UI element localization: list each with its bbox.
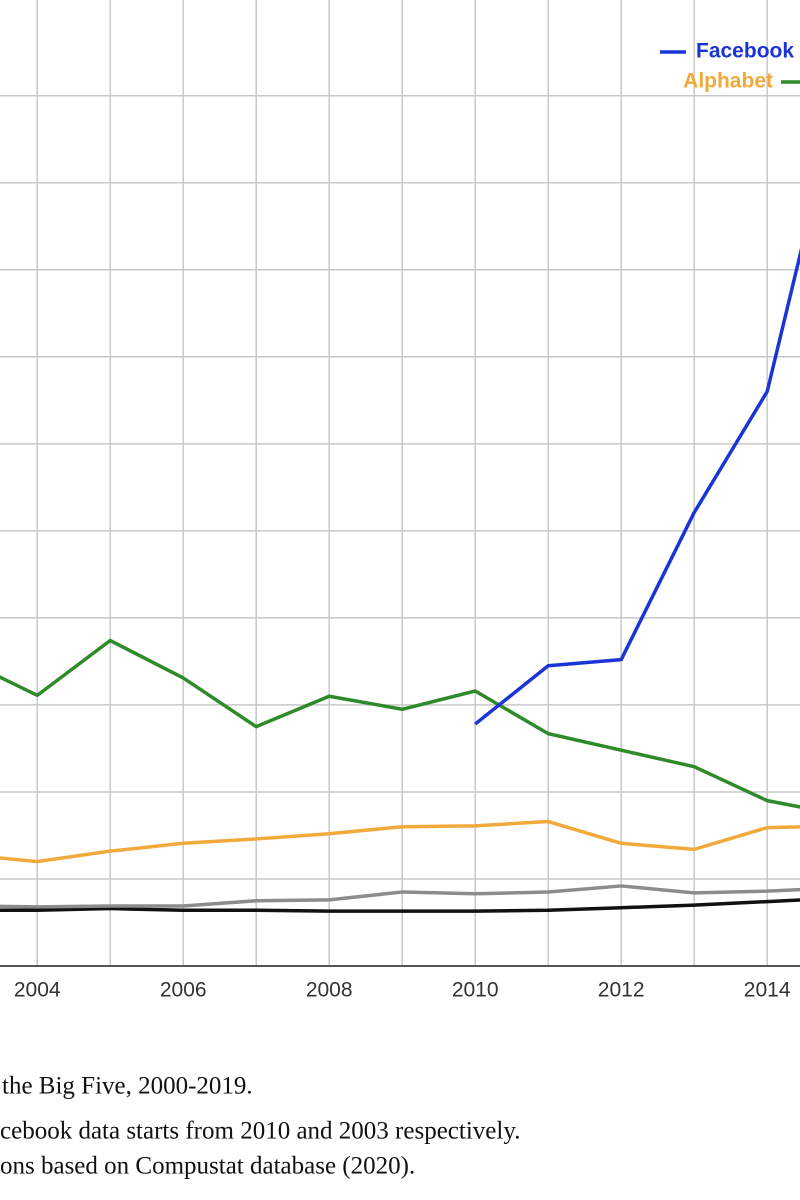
x-tick-label: 2012 bbox=[598, 979, 645, 1002]
legend-label: Alphabet bbox=[683, 70, 773, 93]
series-line bbox=[474, 247, 800, 726]
caption-line: the Big Five, 2000-2019. bbox=[2, 1073, 253, 1100]
series-line bbox=[0, 638, 800, 809]
caption-line: cebook data starts from 2010 and 2003 re… bbox=[0, 1118, 520, 1145]
x-tick-label: 2004 bbox=[14, 979, 61, 1002]
x-tick-label: 2014 bbox=[744, 979, 791, 1002]
caption-line: ons based on Compustat database (2020). bbox=[0, 1153, 415, 1180]
x-tick-label: 2008 bbox=[306, 979, 353, 1002]
legend-label: Facebook bbox=[696, 40, 794, 63]
x-tick-label: 2010 bbox=[452, 979, 499, 1002]
series-line bbox=[0, 819, 800, 864]
series-line bbox=[0, 884, 800, 909]
series-line bbox=[0, 898, 800, 913]
x-tick-label: 2006 bbox=[160, 979, 207, 1002]
